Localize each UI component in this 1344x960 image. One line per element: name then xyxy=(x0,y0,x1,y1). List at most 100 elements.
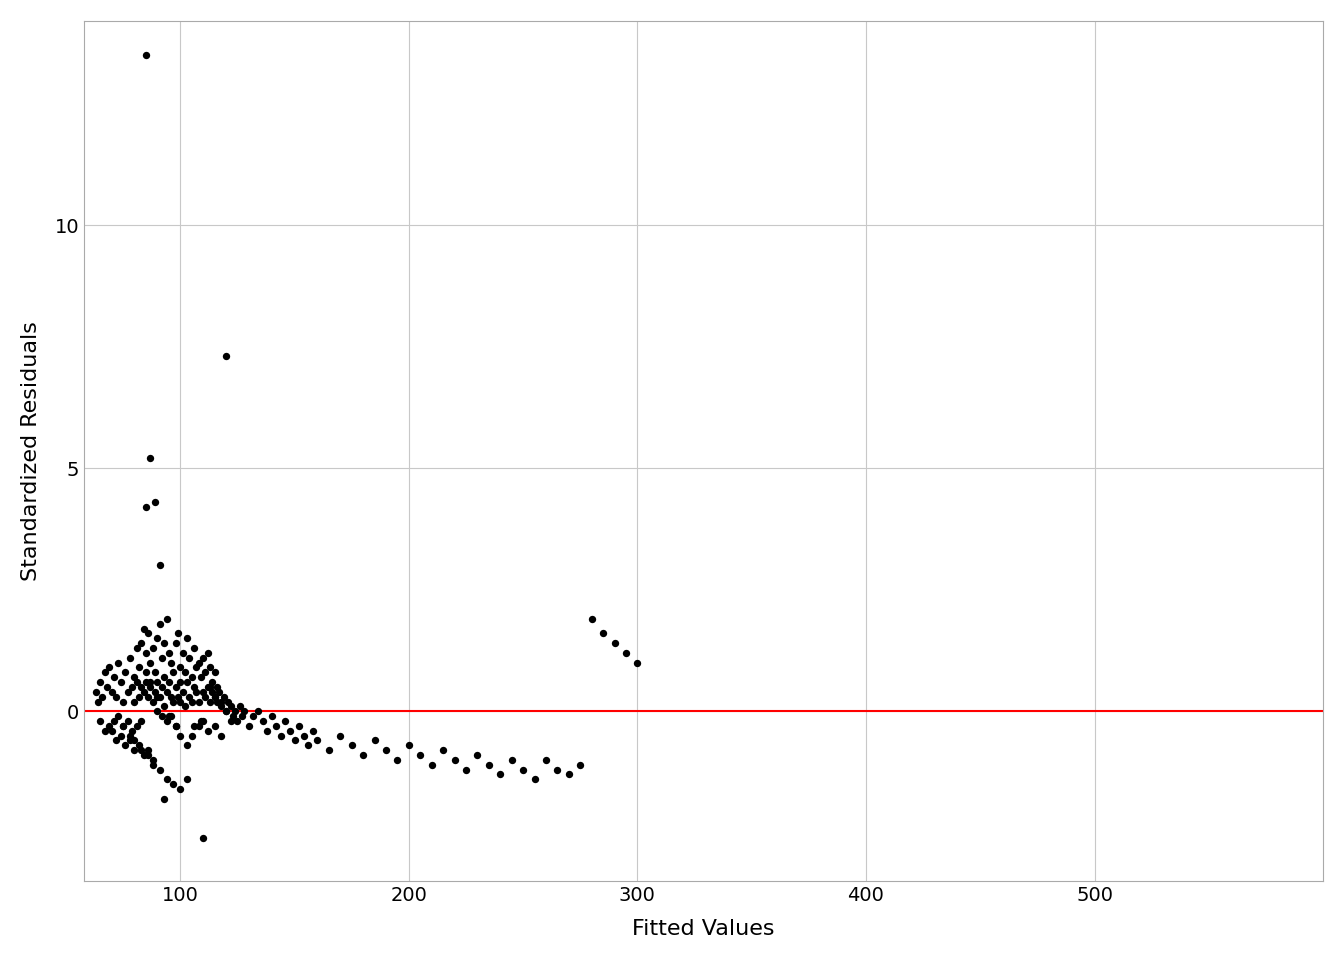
Point xyxy=(146,674,168,689)
Point xyxy=(142,753,164,768)
Point xyxy=(90,713,112,729)
Point xyxy=(128,689,149,705)
Point xyxy=(142,640,164,656)
Point xyxy=(211,699,233,714)
Point xyxy=(169,674,191,689)
Point xyxy=(364,732,386,748)
Point xyxy=(136,47,157,62)
Point xyxy=(91,689,113,705)
Point xyxy=(222,708,243,724)
Point xyxy=(195,689,216,705)
Point xyxy=(144,664,165,680)
Point xyxy=(167,626,188,641)
Point xyxy=(90,674,112,689)
Point xyxy=(558,767,579,782)
Point xyxy=(196,680,218,695)
Point xyxy=(137,689,159,705)
Point xyxy=(144,684,165,700)
Point xyxy=(195,664,216,680)
Point xyxy=(94,664,116,680)
Point xyxy=(156,772,177,787)
Point xyxy=(163,664,184,680)
Point xyxy=(181,728,203,743)
Point xyxy=(156,684,177,700)
Point xyxy=(352,747,374,762)
Point xyxy=(220,713,242,729)
Point xyxy=(167,689,188,705)
Point xyxy=(215,348,237,364)
Point xyxy=(251,713,273,729)
Point xyxy=(211,694,233,709)
Point xyxy=(133,747,155,762)
Point xyxy=(151,650,172,665)
Point xyxy=(231,708,253,724)
Point xyxy=(192,830,214,846)
Point xyxy=(101,723,122,738)
Point xyxy=(274,713,296,729)
Point xyxy=(293,728,314,743)
Point xyxy=(110,728,132,743)
Point xyxy=(215,704,237,719)
Point xyxy=(137,747,159,762)
Point xyxy=(192,713,214,729)
Point xyxy=(169,781,191,797)
Point xyxy=(165,718,187,733)
Point xyxy=(524,772,546,787)
Point xyxy=(113,694,134,709)
Point xyxy=(280,723,301,738)
Y-axis label: Standardized Residuals: Standardized Residuals xyxy=(22,322,40,581)
Point xyxy=(196,723,218,738)
Point xyxy=(165,636,187,651)
Point xyxy=(190,713,211,729)
Point xyxy=(165,680,187,695)
Point xyxy=(149,558,171,573)
Point xyxy=(126,718,148,733)
Point xyxy=(444,753,465,768)
Point xyxy=(261,708,282,724)
Point xyxy=(188,718,210,733)
Point xyxy=(172,645,194,660)
Point xyxy=(185,684,207,700)
Point xyxy=(190,669,211,684)
Point xyxy=(142,757,164,773)
Point xyxy=(156,612,177,627)
Point xyxy=(110,674,132,689)
Point xyxy=(121,680,142,695)
Point xyxy=(159,674,180,689)
Point xyxy=(133,684,155,700)
Point xyxy=(160,708,181,724)
Point xyxy=(144,494,165,510)
Point xyxy=(199,660,220,675)
Point xyxy=(284,732,305,748)
Point xyxy=(173,664,195,680)
Point xyxy=(140,680,161,695)
Point xyxy=(97,680,118,695)
Point xyxy=(108,655,129,670)
Point xyxy=(124,669,145,684)
Point xyxy=(85,684,106,700)
Point xyxy=(535,753,556,768)
Point xyxy=(149,762,171,778)
Point xyxy=(163,694,184,709)
Point xyxy=(101,684,122,700)
Point xyxy=(179,689,200,705)
Point xyxy=(181,694,203,709)
Point xyxy=(176,631,198,646)
Point xyxy=(103,713,125,729)
Point xyxy=(156,713,177,729)
Point xyxy=(160,689,181,705)
Point xyxy=(120,728,141,743)
Point xyxy=(130,742,152,757)
Point xyxy=(98,718,120,733)
Point xyxy=(204,664,226,680)
Point xyxy=(306,732,328,748)
Point xyxy=(466,747,488,762)
Point xyxy=(136,499,157,515)
Point xyxy=(410,747,431,762)
Point xyxy=(151,680,172,695)
Point xyxy=(130,636,152,651)
Point xyxy=(163,777,184,792)
Point xyxy=(136,674,157,689)
Point xyxy=(220,699,242,714)
Point xyxy=(302,723,324,738)
